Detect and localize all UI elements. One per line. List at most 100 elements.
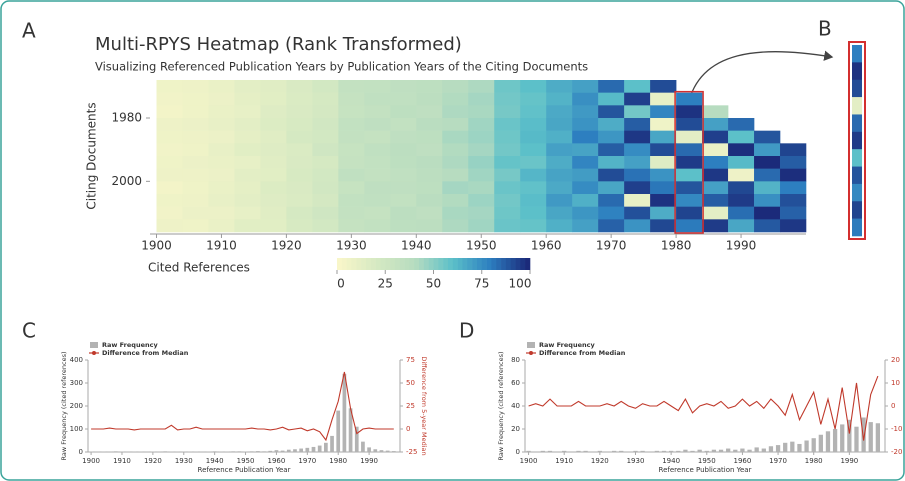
bar [324,442,328,452]
heatmap-cell [338,118,365,131]
colorbar-segment [399,258,405,270]
colorbar-segment [351,258,357,270]
inset-cell [852,114,862,133]
x-tick-label: 1900 [141,239,172,253]
y-tick-label: 400 [70,356,83,364]
heatmap-cell [416,105,443,119]
heatmap-cell [338,156,365,169]
heatmap-cell [234,181,261,195]
colorbar-segment [409,258,415,270]
colorbar-segment [346,258,352,270]
heatmap-cell [468,105,495,119]
heatmap-cell [520,130,547,144]
heatmap-cell [624,156,651,169]
colorbar-segment [452,258,458,270]
y-tick-label: 0 [516,448,520,456]
heatmap-cell [598,206,625,220]
bar [597,450,602,452]
heatmap-cell [702,156,729,169]
bar [305,447,310,452]
heatmap-cell [468,143,495,157]
bar [311,446,316,452]
heatmap-cell [676,219,703,233]
bar [633,450,638,452]
y2-tick-label: 50 [406,379,415,387]
heatmap-cell [572,168,599,182]
highlight-box [674,90,704,234]
x-tick-label: 1940 [662,457,680,465]
heatmap-cell [624,80,651,93]
bar [747,449,752,452]
heatmap-cell [338,130,365,144]
bar [562,450,567,452]
heatmap-cell [260,194,287,207]
heatmap-cell [416,156,443,169]
colorbar-segment [428,258,434,270]
bar [268,450,273,452]
heatmap-cell [156,92,183,106]
heatmap-cell [728,156,755,169]
heatmap-cell [494,156,521,169]
x-tick-label: 1950 [466,239,497,253]
heatmap-cell [780,181,807,195]
bar [237,451,242,452]
heatmap-cell [572,219,599,233]
heatmap-cell [468,130,495,144]
heatmap-cell [286,219,313,233]
heatmap-cell [572,143,599,157]
bar [761,448,766,452]
heatmap-cell [364,181,391,195]
colorbar-segment [394,258,401,270]
heatmap-cell [702,118,729,131]
y2-tick-label: -10 [891,425,902,433]
heatmap-cell [572,130,599,144]
heatmap-cell [442,105,469,119]
heatmap-cell [624,92,651,106]
heatmap-cell [234,156,261,169]
heatmap-cell [442,156,469,169]
heatmap-cell [624,105,651,119]
heatmap-cell [390,156,417,169]
inset-cell [852,201,862,219]
bar [379,450,384,452]
colorbar-segment [337,258,343,270]
x-tick-label: 1940 [206,457,224,465]
bar [293,449,297,452]
heatmap-cell [546,181,573,195]
heatmap-cell [390,143,417,157]
heatmap-cell [338,181,365,195]
colorbar-tick-label: 0 [337,277,345,291]
heatmap-cell [442,92,469,106]
y-tick-label: 100 [70,425,83,433]
heatmap-cell [546,156,573,169]
heatmap-cell [546,206,573,220]
bar [274,450,279,452]
heatmap-cell [390,105,417,119]
bar [640,450,645,452]
heatmap-cell [442,206,469,220]
legend-label: Difference from Median [539,349,626,357]
heatmap-cell [312,105,339,119]
heatmap-cell [260,118,287,131]
inset-cell [852,183,862,202]
bar [354,426,359,452]
heatmap-cell [572,92,599,106]
y-tick-label: 2000 [111,174,142,188]
heatmap-cell [520,80,547,93]
heatmap-cell [546,118,573,131]
bar [113,451,118,452]
bar [654,450,660,452]
colorbar-segment [525,258,531,270]
bar [661,450,667,452]
heatmap-cell [156,206,183,220]
heatmap-cell [546,168,573,182]
heatmap-cell [702,206,729,220]
heatmap-cell [650,143,677,157]
heatmap-cell [182,118,209,131]
heatmap-cell [468,156,495,169]
colorbar-segment [520,258,526,270]
heatmap-cell [650,80,677,93]
bar [690,450,695,452]
heatmap-cell [208,118,235,131]
heatmap-cell [260,206,287,220]
